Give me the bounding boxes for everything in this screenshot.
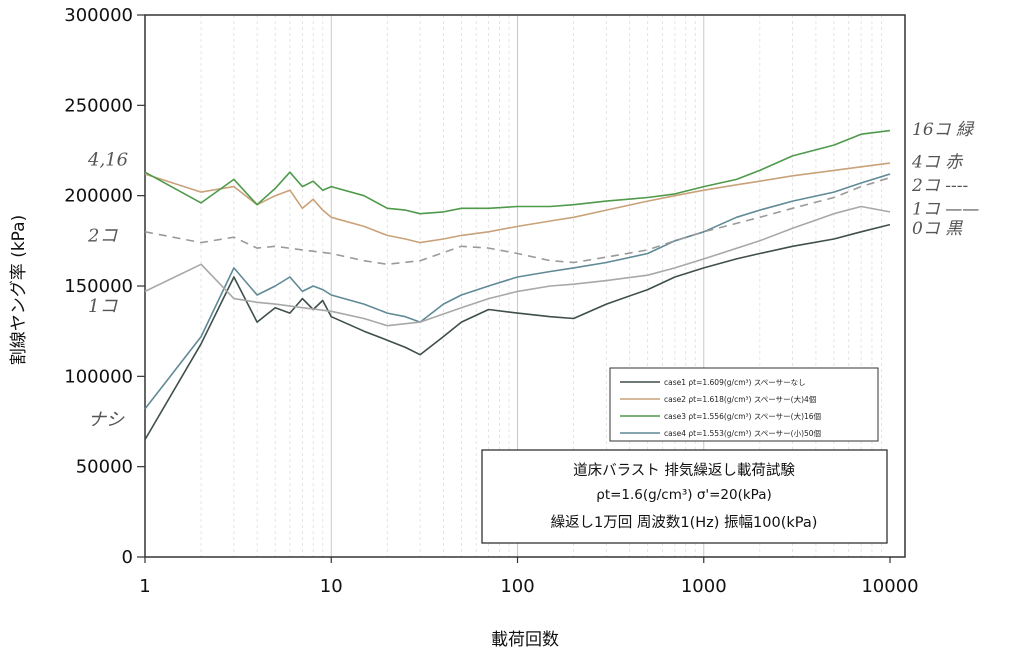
x-axis: 1 10 100 1000 10000 (139, 557, 919, 597)
legend-label: case4 ρt=1.553(g/cm³) スペーサー(小)50個 (664, 428, 821, 438)
annotation-left: 1コ (88, 296, 118, 317)
annotation-left: 4,16 (87, 150, 128, 171)
info-line-2: ρt=1.6(g/cm³) σ'=20(kPa) (596, 487, 772, 503)
series-line-3 (144, 129, 891, 215)
info-box: 道床バラスト 排気繰返し載荷試験 ρt=1.6(g/cm³) σ'=20(kPa… (481, 449, 888, 544)
series-line-5 (144, 176, 891, 266)
legend: case1 ρt=1.609(g/cm³) スペーサーなし case2 ρt=1.… (609, 367, 879, 442)
y-axis-title: 割線ヤング率 (kPa) (9, 215, 29, 365)
y-tick-label: 150000 (64, 276, 133, 297)
y-tick-label: 250000 (64, 95, 133, 116)
annotation-right: 16コ 緑 (912, 120, 975, 140)
annotation-left: ナシ (88, 410, 125, 431)
y-tick-label: 50000 (76, 457, 133, 478)
annotation-right: 2コ ---- (911, 176, 968, 196)
x-tick-label: 100 (500, 576, 534, 597)
x-tick-label: 1 (139, 576, 150, 597)
series-line-6 (144, 205, 891, 327)
legend-label: case1 ρt=1.609(g/cm³) スペーサーなし (664, 378, 806, 387)
x-tick-label: 10000 (861, 576, 918, 597)
annotations-right: 16コ 緑 4コ 赤 2コ ---- 1コ ——0コ 黒 (911, 120, 979, 239)
y-tick-label: 0 (122, 547, 133, 568)
annotation-right: 4コ 赤 (911, 152, 964, 172)
annotation-left: 2コ (87, 225, 118, 246)
y-tick-label: 100000 (64, 366, 133, 387)
info-line-1: 道床バラスト 排気繰返し載荷試験 (573, 462, 795, 479)
series-group (144, 129, 891, 441)
info-line-3: 繰返し1万回 周波数1(Hz) 振幅100(kPa) (551, 514, 818, 531)
y-tick-label: 300000 (64, 5, 133, 26)
legend-box (609, 367, 879, 442)
legend-label: case3 ρt=1.556(g/cm³) スペーサー(大)16個 (664, 411, 821, 421)
annotation-right: 0コ 黒 (912, 219, 963, 239)
annotation-right: 1コ —— (912, 199, 979, 219)
series-line-2 (144, 162, 891, 244)
y-tick-label: 200000 (64, 186, 133, 207)
x-tick-label: 1000 (681, 576, 727, 597)
info-box-frame (481, 449, 888, 544)
x-tick-label: 10 (320, 576, 343, 597)
y-axis: 0 50000 100000 150000 200000 250000 300000 (64, 5, 145, 568)
series-line-4 (144, 173, 891, 410)
series-line-1 (144, 223, 891, 441)
legend-label: case2 ρt=1.618(g/cm³) スペーサー(大)4個 (664, 394, 816, 404)
x-axis-title: 載荷回数 (491, 630, 559, 650)
